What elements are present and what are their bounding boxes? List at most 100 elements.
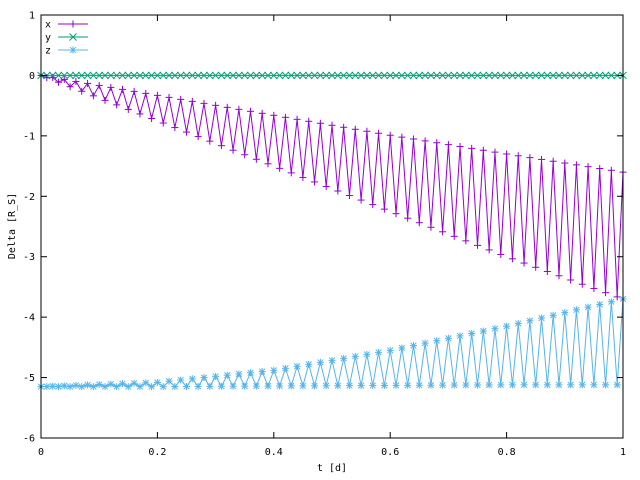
series-point-z — [491, 325, 499, 333]
series-point-x — [514, 152, 522, 160]
series-point-y — [299, 71, 307, 80]
series-point-y — [403, 71, 412, 80]
series-point-z — [118, 380, 126, 388]
series-point-z — [200, 374, 208, 382]
series-point-y — [590, 71, 598, 80]
series-point-x — [206, 137, 214, 145]
series-point-x — [107, 83, 115, 91]
series-point-x — [380, 205, 388, 213]
series-point-x — [421, 137, 429, 145]
series-point-z — [538, 314, 546, 322]
series-point-z — [456, 332, 464, 340]
series-point-y — [397, 71, 406, 80]
series-point-z — [351, 352, 359, 360]
series-point-z — [130, 379, 138, 387]
series-point-y — [66, 71, 74, 80]
series-point-z — [95, 381, 103, 389]
series-point-x — [439, 228, 447, 236]
series-point-z — [398, 344, 406, 352]
series-point-x — [520, 259, 528, 267]
series-point-z — [526, 317, 534, 325]
series-point-y — [328, 71, 336, 80]
series-point-x — [229, 146, 237, 154]
series-point-y — [235, 71, 243, 80]
series-point-x — [322, 182, 330, 190]
series-point-y — [211, 71, 220, 80]
series-point-z — [229, 382, 237, 390]
series-point-x — [444, 141, 452, 149]
plot-frame — [40, 14, 624, 439]
series-point-z — [153, 378, 161, 386]
series-point-y — [205, 71, 214, 80]
series-point-y — [363, 71, 371, 80]
series-point-y — [182, 71, 191, 80]
series-point-z — [375, 348, 383, 356]
series-markers — [37, 71, 627, 391]
series-point-x — [130, 87, 138, 95]
series-point-x — [584, 163, 592, 171]
series-point-x — [235, 105, 243, 113]
series-point-x — [78, 87, 86, 95]
series-point-y — [159, 71, 168, 80]
series-point-x — [159, 119, 167, 127]
series-point-z — [165, 377, 173, 385]
series-point-z — [334, 382, 342, 390]
series-point-z — [84, 381, 92, 389]
y-tick-label: -3 — [23, 252, 35, 263]
series-point-y — [147, 71, 156, 80]
series-point-z — [386, 346, 394, 354]
series-point-y — [601, 71, 610, 80]
series-point-y — [240, 71, 249, 80]
series-point-y — [54, 71, 63, 80]
series-point-x — [503, 150, 511, 158]
series-point-y — [560, 71, 569, 80]
series-point-z — [363, 350, 371, 358]
series-point-z — [101, 383, 109, 391]
series-point-x — [450, 232, 458, 240]
series-point-y — [258, 71, 267, 80]
series-point-x — [264, 160, 272, 168]
series-point-y — [496, 71, 505, 80]
series-point-y — [351, 71, 360, 80]
series-point-x — [538, 155, 546, 163]
series-point-y — [124, 71, 133, 80]
series-point-z — [433, 337, 441, 345]
series-point-x — [508, 255, 516, 263]
series-point-y — [450, 71, 459, 80]
series-point-z — [520, 381, 528, 389]
series-point-z — [54, 383, 62, 391]
series-point-z — [171, 383, 179, 391]
x-axis-label: t [d] — [317, 463, 347, 474]
series-point-x — [136, 110, 144, 118]
series-point-y — [549, 71, 558, 80]
series-point-x — [241, 151, 249, 159]
series-point-x — [572, 161, 580, 169]
series-point-x — [590, 284, 598, 292]
series-point-y — [339, 71, 348, 80]
series-point-y — [380, 71, 389, 80]
series-point-x — [497, 250, 505, 258]
series-point-z — [89, 383, 97, 391]
series-point-x — [217, 142, 225, 150]
series-point-y — [287, 71, 296, 80]
series-point-y — [316, 71, 325, 80]
series-point-y — [502, 71, 511, 80]
series-point-z — [415, 381, 423, 389]
series-point-z — [287, 382, 295, 390]
series-point-z — [439, 381, 447, 389]
series-point-z — [124, 383, 132, 391]
series-point-y — [322, 71, 331, 80]
series-point-z — [345, 382, 353, 390]
series-point-x — [363, 127, 371, 135]
series-point-x — [183, 128, 190, 136]
series-point-y — [491, 71, 499, 80]
series-point-y — [584, 71, 592, 80]
legend-marker-y — [69, 33, 77, 41]
series-point-y — [514, 71, 523, 80]
series-point-x — [270, 111, 278, 119]
series-point-y — [462, 71, 470, 80]
series-point-y — [269, 71, 278, 80]
series-point-y — [264, 71, 272, 80]
